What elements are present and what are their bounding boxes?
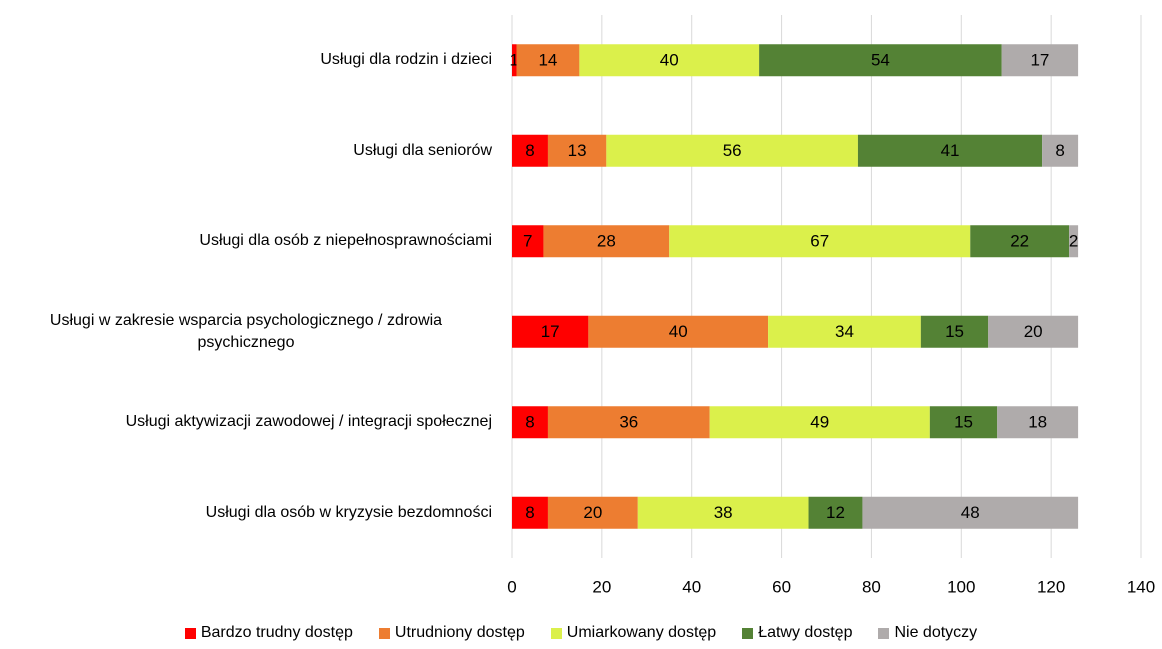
data-label: 14 — [538, 51, 557, 70]
bar-segment — [547, 406, 710, 439]
data-label: 40 — [660, 51, 679, 70]
bar-segment — [512, 225, 544, 258]
legend-label: Bardzo trudny dostęp — [200, 624, 353, 641]
legend-label: Utrudniony dostęp — [394, 624, 525, 641]
bar-segment — [512, 44, 517, 77]
bar-segment — [857, 134, 1043, 167]
data-label: 48 — [961, 503, 980, 522]
bar-segment — [862, 496, 1079, 529]
legend-item: Umiarkowany dostęp — [550, 624, 717, 642]
data-label: 20 — [1024, 322, 1043, 341]
bar-segment — [768, 315, 921, 348]
bar-segment — [512, 134, 548, 167]
category-text: Usługi dla seniorów — [353, 141, 492, 159]
bar-segment — [669, 225, 971, 258]
legend-swatch — [184, 627, 196, 639]
legend-swatch — [550, 627, 562, 639]
category-text: Usługi dla rodzin i dzieci — [320, 51, 492, 69]
category-label: Usługi dla rodzin i dzieci — [0, 49, 492, 71]
x-tick-label: 120 — [1037, 577, 1065, 596]
data-label: 54 — [871, 51, 890, 70]
legend-label: Łatwy dostęp — [758, 624, 853, 641]
bar-segment — [512, 496, 548, 529]
bar-segment — [997, 406, 1079, 439]
data-label: 15 — [954, 413, 973, 432]
data-label: 17 — [541, 322, 560, 341]
data-label: 67 — [810, 232, 829, 251]
data-label: 2 — [1069, 232, 1078, 251]
data-label: 56 — [723, 141, 742, 160]
category-label: Usługi dla seniorów — [0, 140, 492, 162]
bar-segment — [516, 44, 580, 77]
legend-label: Umiarkowany dostęp — [566, 624, 717, 641]
data-label: 40 — [669, 322, 688, 341]
x-tick-label: 140 — [1127, 577, 1155, 596]
legend-swatch — [742, 627, 754, 639]
data-label: 13 — [568, 141, 587, 160]
data-label: 18 — [1028, 413, 1047, 432]
category-text: Usługi dla osób w kryzysie bezdomności — [205, 503, 492, 521]
data-label: 12 — [826, 503, 845, 522]
data-label: 1 — [510, 51, 519, 70]
bar-segment — [579, 44, 760, 77]
x-tick-label: 80 — [862, 577, 881, 596]
data-label: 20 — [583, 503, 602, 522]
data-label: 34 — [835, 322, 854, 341]
legend-item: Łatwy dostęp — [742, 624, 852, 642]
bar-segment — [709, 406, 930, 439]
x-tick-label: 20 — [592, 577, 611, 596]
bar-segment — [920, 315, 989, 348]
data-label: 49 — [810, 413, 829, 432]
legend: Bardzo trudny dostęp Utrudniony dostęp Umi… — [0, 624, 1162, 642]
x-tick-label: 0 — [507, 577, 516, 596]
data-label: 8 — [525, 141, 534, 160]
legend-swatch — [878, 627, 890, 639]
x-tick-label: 40 — [682, 577, 701, 596]
legend-item: Utrudniony dostęp — [378, 624, 525, 642]
category-label: Usługi aktywizacji zawodowej / integracj… — [0, 411, 492, 433]
bar-segment — [759, 44, 1002, 77]
x-tick-label: 100 — [947, 577, 975, 596]
bar-segment — [512, 315, 589, 348]
category-label: Usługi dla osób z niepełnosprawnościami — [0, 230, 492, 252]
data-label: 17 — [1030, 51, 1049, 70]
data-label: 41 — [941, 141, 960, 160]
bar-segment — [970, 225, 1070, 258]
legend-label: Nie dotyczy — [894, 624, 978, 641]
x-tick-label: 60 — [772, 577, 791, 596]
data-label: 8 — [525, 503, 534, 522]
legend-item: Nie dotyczy — [878, 624, 977, 642]
bar-segment — [1042, 134, 1079, 167]
bar-segment — [637, 496, 809, 529]
bar-segment — [929, 406, 998, 439]
data-label: 36 — [619, 413, 638, 432]
bar-segment — [606, 134, 858, 167]
bar-segment — [547, 134, 607, 167]
data-label: 7 — [523, 232, 532, 251]
category-label: Usługi dla osób w kryzysie bezdomności — [0, 502, 492, 524]
category-label: Usługi w zakresie wsparcia psychologiczn… — [0, 310, 492, 354]
bar-segment — [512, 406, 548, 439]
bar-segment — [588, 315, 769, 348]
bar-segment — [988, 315, 1079, 348]
category-text: Usługi w zakresie wsparcia psychologiczn… — [49, 311, 443, 351]
data-label: 15 — [945, 322, 964, 341]
data-label: 38 — [714, 503, 733, 522]
data-label: 22 — [1010, 232, 1029, 251]
bar-segment — [1001, 44, 1079, 77]
category-text: Usługi dla osób z niepełnosprawnościami — [199, 232, 492, 250]
data-label: 8 — [1055, 141, 1064, 160]
data-label: 8 — [525, 413, 534, 432]
category-text: Usługi aktywizacji zawodowej / integracj… — [125, 413, 492, 431]
data-label: 28 — [597, 232, 616, 251]
bar-segment — [808, 496, 863, 529]
bar-segment — [547, 496, 638, 529]
bar-segment — [1069, 225, 1079, 258]
legend-item: Bardzo trudny dostęp — [184, 624, 353, 642]
legend-swatch — [378, 627, 390, 639]
bar-segment — [543, 225, 670, 258]
